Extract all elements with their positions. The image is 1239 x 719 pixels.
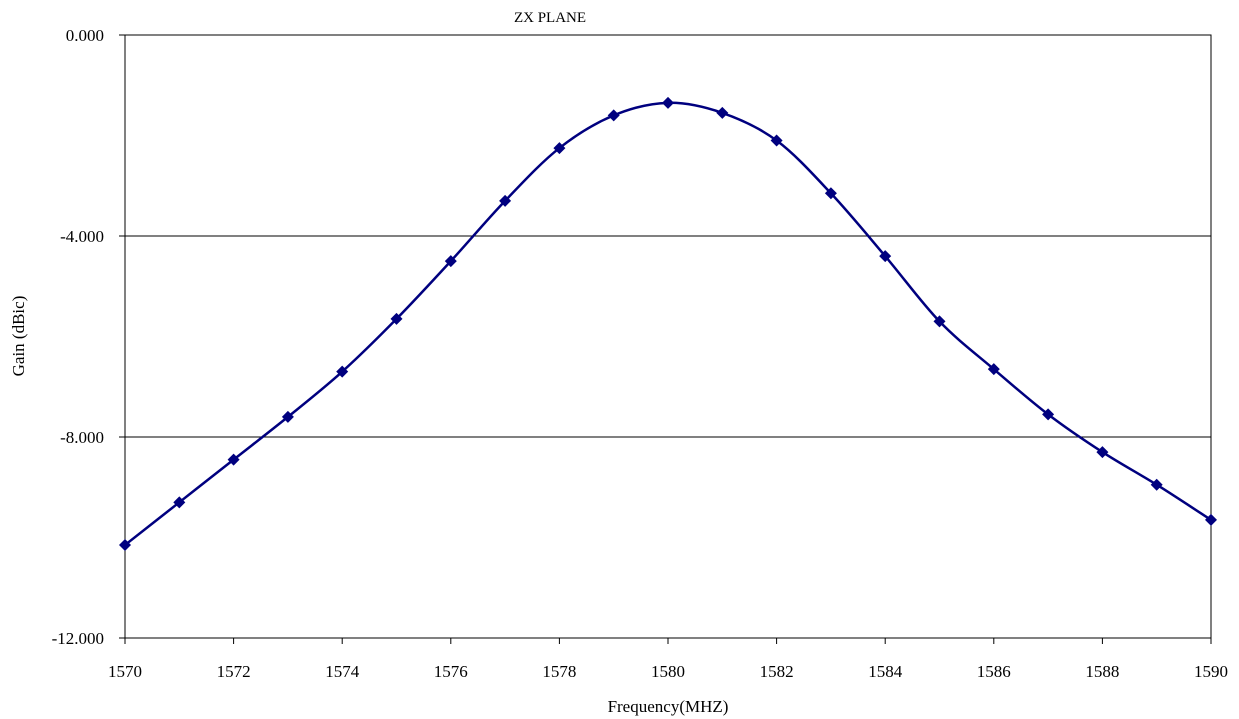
- x-tick-label: 1588: [1085, 662, 1119, 681]
- y-tick-label: -8.000: [60, 428, 104, 447]
- data-point: [716, 106, 729, 119]
- x-tick-label: 1586: [977, 662, 1011, 681]
- data-point: [444, 255, 457, 268]
- x-tick-label: 1584: [868, 662, 903, 681]
- y-tick-label: -12.000: [52, 629, 104, 648]
- data-point: [662, 96, 674, 109]
- data-point: [824, 187, 837, 200]
- y-axis-label: Gain (dBic): [9, 296, 28, 377]
- data-point: [390, 312, 403, 325]
- data-point: [173, 496, 186, 509]
- x-tick-label: 1576: [434, 662, 468, 681]
- data-point: [1096, 446, 1109, 459]
- x-tick-label: 1570: [108, 662, 142, 681]
- data-point: [281, 410, 294, 423]
- series-line: [124, 101, 1212, 547]
- x-tick-label: 1582: [760, 662, 794, 681]
- y-tick-label: 0.000: [66, 26, 104, 45]
- plot-frame: [124, 34, 1212, 639]
- y-tick-labels: 0.000 -4.000 -8.000 -12.000: [52, 26, 104, 648]
- chart-title: ZX PLANE: [514, 10, 586, 26]
- x-tick-label: 1590: [1194, 662, 1228, 681]
- data-point: [1150, 478, 1163, 491]
- x-axis-label: Frequency(MHZ): [608, 697, 729, 716]
- data-point: [879, 250, 892, 263]
- x-tick-label: 1580: [651, 662, 685, 681]
- data-series: [119, 96, 1217, 552]
- data-point: [987, 363, 1000, 376]
- data-point: [1205, 513, 1217, 526]
- data-point: [499, 194, 512, 207]
- x-tick-label: 1574: [325, 662, 360, 681]
- data-point: [227, 453, 240, 466]
- data-point: [933, 315, 946, 328]
- data-point: [119, 539, 131, 552]
- data-point: [607, 109, 620, 122]
- data-point: [770, 134, 783, 147]
- gridlines: [125, 235, 1211, 438]
- data-point: [1042, 408, 1055, 421]
- data-point: [553, 142, 566, 155]
- x-tick-labels: 1570 1572 1574 1576 1578 1580 1582 1584 1586 1588…: [108, 662, 1228, 681]
- x-tick-label: 1572: [217, 662, 251, 681]
- axes: [119, 34, 1212, 644]
- y-tick-label: -4.000: [60, 227, 104, 246]
- x-tick-label: 1578: [542, 662, 576, 681]
- data-point: [336, 365, 349, 378]
